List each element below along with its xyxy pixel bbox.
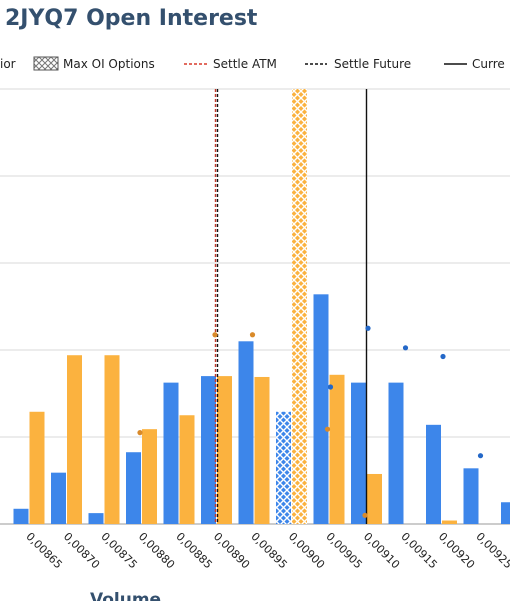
put-bar-0.00865 xyxy=(29,411,45,524)
call-bar-0.00865 xyxy=(13,508,29,524)
put-bar-0.00880 xyxy=(142,429,157,524)
x-tick-label: 0,00895 xyxy=(248,530,289,571)
put-bar-0.00890 xyxy=(217,376,232,524)
x-tick-label: 0,00880 xyxy=(136,530,177,571)
x-tick-label: 0,00890 xyxy=(211,530,252,571)
call-bar-0.00885 xyxy=(163,382,179,524)
x-tick-label: 0,00885 xyxy=(173,530,214,571)
call-dot-0.00925 xyxy=(477,453,484,459)
put-bar-0.00900 xyxy=(292,89,307,524)
chart-bars xyxy=(13,89,510,524)
call-bar-0.00910 xyxy=(351,382,366,524)
call-dot-0.00910 xyxy=(365,325,371,331)
call-dot-0.00905 xyxy=(327,384,334,390)
put-dot-0.00890 xyxy=(212,332,218,338)
legend-item-settle-future: Settle Future xyxy=(334,57,411,71)
x-tick-label: 0,00905 xyxy=(323,530,364,571)
chart-reference-lines xyxy=(214,89,368,524)
x-tick-label: 0,00870 xyxy=(61,530,102,571)
put-bar-0.00875 xyxy=(104,355,120,524)
put-dot-0.00905 xyxy=(324,426,331,432)
put-bar-0.00920 xyxy=(442,520,457,524)
legend-item-current: Curre xyxy=(472,57,505,71)
x-tick-label: 0,00865 xyxy=(23,530,64,571)
legend-item-settle-atm: Settle ATM xyxy=(213,57,277,71)
x-tick-label: 0,00925 xyxy=(473,530,510,571)
chart-title: 2JYQ7 Open Interest xyxy=(5,6,258,31)
put-bar-0.00895 xyxy=(254,376,270,524)
x-tick-label: 0,00920 xyxy=(436,530,477,571)
call-bar-0.00900 xyxy=(276,411,291,524)
x-tick-label: 0,00910 xyxy=(361,530,402,571)
call-bar-0.00880 xyxy=(126,452,141,524)
put-bar-0.00910 xyxy=(367,473,382,524)
x-tick-label: 0,00875 xyxy=(98,530,139,571)
legend-item-max-oi: Max OI Options xyxy=(63,57,155,71)
chart-x-ticks: 0,008650,008700,008750,008800,008850,008… xyxy=(23,530,510,571)
call-bar-0.00875 xyxy=(88,513,104,524)
put-dot-0.00910 xyxy=(362,512,368,518)
x-axis-title: Volume xyxy=(90,590,161,601)
put-dot-0.00880 xyxy=(137,430,143,436)
chart-legend: ior Max OI Options Settle ATM Settle Fut… xyxy=(0,56,505,71)
call-dot-0.00920 xyxy=(440,353,446,360)
call-bar-0.00925 xyxy=(463,468,479,524)
call-bar-0.00915 xyxy=(388,382,404,524)
put-bar-0.00870 xyxy=(67,355,82,524)
call-bar-0.00920 xyxy=(426,424,441,524)
x-tick-label: 0,00900 xyxy=(286,530,327,571)
legend-item-ior: ior xyxy=(0,57,16,71)
call-bar-0.00895 xyxy=(238,341,254,524)
put-bar-0.00905 xyxy=(329,374,345,524)
x-tick-label: 0,00915 xyxy=(398,530,439,571)
call-bar-0.00905 xyxy=(313,294,329,524)
legend-swatch-max-oi xyxy=(33,56,59,71)
put-dot-0.00895 xyxy=(249,332,256,338)
call-bar-0.00870 xyxy=(51,472,66,524)
call-bar-0.00930 xyxy=(501,502,510,524)
put-bar-0.00885 xyxy=(179,415,195,524)
call-bar-0.00890 xyxy=(201,376,216,524)
call-dot-0.00915 xyxy=(402,345,409,351)
chart-dots xyxy=(137,325,484,518)
